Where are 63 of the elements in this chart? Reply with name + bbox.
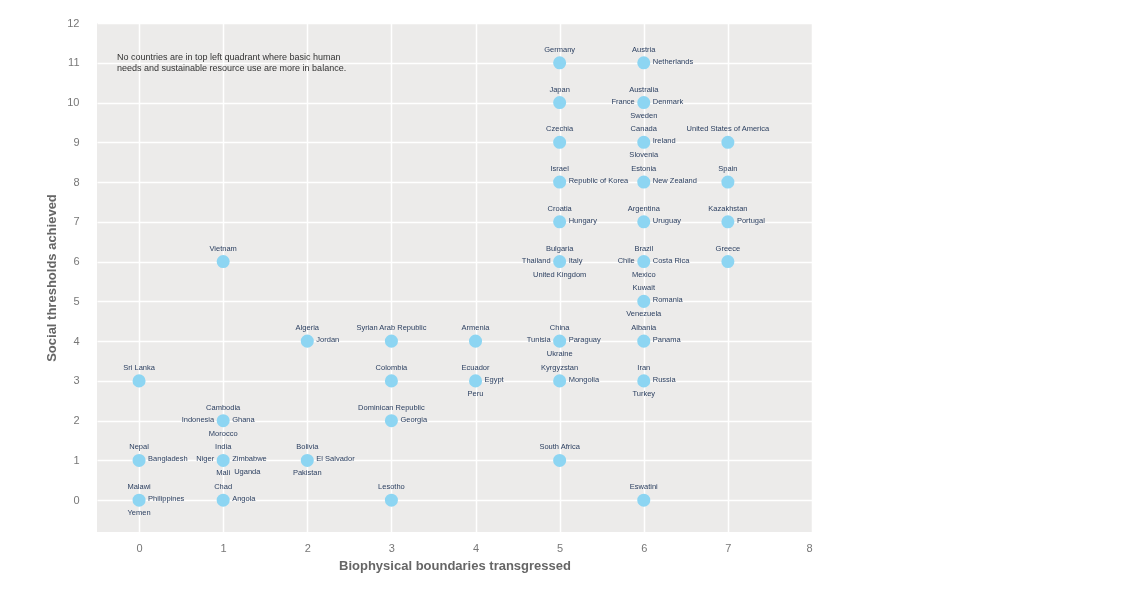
point <box>553 175 567 189</box>
x-tick-label: 0 <box>136 541 143 554</box>
point <box>384 374 398 388</box>
x-tick-label: 6 <box>641 541 648 554</box>
point <box>553 334 567 348</box>
point <box>384 493 398 507</box>
point <box>384 414 398 428</box>
x-axis-title: Biophysical boundaries transgressed <box>339 557 572 573</box>
point <box>216 414 230 428</box>
point <box>216 453 230 467</box>
point <box>721 175 735 189</box>
y-axis-title: Social thresholds achieved <box>44 194 60 362</box>
point <box>300 334 314 348</box>
x-tick-label: 5 <box>557 541 564 554</box>
point <box>132 493 146 507</box>
x-tick-label: 3 <box>388 541 395 554</box>
point <box>721 135 735 149</box>
point <box>637 493 651 507</box>
y-tick-label: 7 <box>73 215 80 228</box>
y-tick-label: 10 <box>67 96 80 109</box>
point <box>553 135 567 149</box>
x-tick-label: 7 <box>725 541 732 554</box>
point <box>637 56 651 70</box>
point <box>637 294 651 308</box>
point <box>469 334 483 348</box>
y-tick-label: 11 <box>68 56 80 69</box>
point <box>553 215 567 229</box>
y-tick-label: 3 <box>73 374 80 387</box>
point <box>553 96 567 110</box>
y-tick-label: 8 <box>73 175 80 188</box>
point <box>637 334 651 348</box>
point <box>553 453 567 467</box>
point <box>469 374 483 388</box>
x-tick-label: 8 <box>806 541 813 554</box>
point <box>300 453 314 467</box>
point <box>721 215 735 229</box>
y-tick-label: 9 <box>73 135 80 148</box>
point <box>553 255 567 269</box>
y-tick-label: 1 <box>73 453 80 466</box>
annotation: No countries are in top left quadrant where basic human needs and sustainable resource use are more in balance. <box>117 52 347 73</box>
point <box>637 135 651 149</box>
point <box>553 374 567 388</box>
x-tick-label: 4 <box>472 541 480 554</box>
point <box>637 96 651 110</box>
y-tick-label: 4 <box>73 334 80 347</box>
point <box>721 255 735 269</box>
x-tick-label: 1 <box>220 541 227 554</box>
point <box>637 215 651 229</box>
x-tick-label: 2 <box>304 541 311 554</box>
y-tick-label: 12 <box>67 16 80 29</box>
point <box>553 56 567 70</box>
y-tick-label: 5 <box>73 294 80 307</box>
point <box>132 374 146 388</box>
point <box>637 255 651 269</box>
point <box>216 493 230 507</box>
point <box>384 334 398 348</box>
y-tick-label: 2 <box>73 414 80 427</box>
point <box>132 453 146 467</box>
point <box>216 255 230 269</box>
point <box>637 175 651 189</box>
point <box>637 374 651 388</box>
y-tick-label: 0 <box>73 493 80 506</box>
y-tick-label: 6 <box>73 255 80 268</box>
